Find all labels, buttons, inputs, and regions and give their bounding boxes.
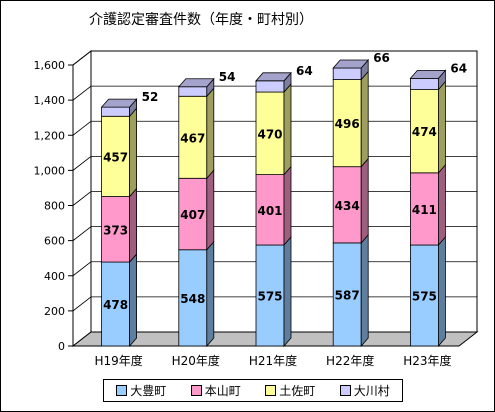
x-tick-label-4: H23年度: [403, 353, 451, 368]
legend-item-0: 大豊町: [116, 382, 166, 399]
y-tick-label: 1,400: [34, 94, 66, 107]
data-label-2-4: 474: [412, 125, 437, 139]
legend-swatch-3: [339, 385, 351, 396]
data-label-1-1: 407: [180, 208, 205, 222]
data-label-2-0: 457: [103, 150, 128, 164]
bar-top-0: [100, 98, 138, 108]
bar-side-2-0: [129, 107, 138, 198]
bar-side-0-0: [129, 252, 138, 348]
bar-1-0: [101, 196, 130, 263]
data-label-3-3: 66: [373, 51, 390, 65]
y-tick-label: 200: [44, 305, 65, 318]
data-label-2-1: 467: [180, 131, 205, 145]
bar-1-1: [178, 177, 208, 251]
gridline: [72, 50, 477, 66]
data-label-0-0: 478: [103, 298, 128, 312]
legend-swatch-2: [265, 385, 277, 396]
bar-side-2-4: [437, 80, 446, 174]
bar-side-2-2: [283, 82, 292, 176]
data-label-0-2: 575: [257, 290, 282, 304]
legend-label-3: 大川村: [353, 384, 390, 398]
data-label-3-0: 52: [142, 90, 159, 104]
chart-plot: 0 200 400 600 800 1,000 1,200 1,400 1,600 478 373 4…: [34, 49, 479, 368]
data-label-0-3: 587: [335, 288, 360, 302]
data-label-3-1: 54: [219, 70, 236, 84]
legend-label-2: 土佐町: [279, 384, 316, 398]
bar-side-2-1: [206, 87, 215, 180]
bar-side-0-4: [437, 235, 446, 348]
x-tick-label-2: H21年度: [249, 353, 297, 368]
y-tick-label: 600: [44, 235, 65, 248]
bar-3-2: [255, 80, 285, 93]
legend-swatch-1: [190, 385, 202, 396]
bar-top-2: [255, 72, 292, 82]
bar-top-4: [409, 69, 447, 79]
bar-2-2: [255, 91, 285, 175]
data-label-2-3: 496: [335, 117, 360, 131]
y-tick-label: 400: [44, 270, 65, 283]
y-tick-label: 1,600: [34, 59, 66, 72]
y-tick-label: 1,200: [34, 129, 66, 142]
bar-side-1-4: [437, 163, 446, 247]
bar-top-3: [332, 59, 370, 69]
data-label-0-4: 575: [412, 290, 437, 304]
bar-side-0-3: [360, 233, 369, 348]
bar-3-3: [332, 67, 362, 80]
data-label-1-3: 434: [335, 199, 360, 213]
data-label-1-0: 373: [103, 223, 128, 237]
bar-1-4: [409, 172, 439, 246]
legend-item-2: 土佐町: [265, 382, 315, 399]
bar-3-1: [178, 86, 208, 97]
bar-side-1-3: [360, 157, 369, 244]
bar-0-0: [101, 261, 130, 347]
y-tick-label: 800: [44, 200, 65, 213]
bar-side-1-0: [129, 187, 138, 264]
bar-0-1: [178, 249, 208, 347]
data-label-0-1: 548: [180, 292, 205, 306]
data-label-2-2: 470: [257, 127, 282, 141]
bar-side-1-2: [283, 165, 292, 247]
x-tick-label-3: H22年度: [326, 353, 374, 368]
bar-2-0: [101, 115, 130, 197]
bar-top-1: [177, 78, 215, 88]
chart-legend: 大豊町 本山町 土佐町 大川村: [103, 379, 403, 402]
x-tick-label-0: H19年度: [94, 353, 142, 368]
x-tick-label-1: H20年度: [172, 353, 220, 368]
data-label-3-2: 64: [296, 64, 313, 78]
bar-3-4: [409, 77, 439, 90]
y-tick-label: 1,000: [34, 164, 66, 177]
bar-side-2-3: [360, 70, 369, 168]
y-tick-label: 0: [58, 340, 65, 353]
legend-label-1: 本山町: [204, 384, 241, 398]
data-label-3-4: 64: [450, 61, 467, 75]
bar-2-3: [332, 79, 362, 168]
legend-label-0: 大豊町: [130, 384, 167, 398]
bar-3-0: [101, 106, 130, 117]
data-label-1-2: 401: [257, 204, 282, 218]
bar-side-0-1: [206, 240, 215, 348]
data-label-1-4: 411: [412, 203, 437, 217]
bar-side-0-2: [283, 235, 292, 348]
legend-item-3: 大川村: [339, 382, 390, 399]
chart-title: 介護認定審査件数（年度・町村別）: [89, 12, 313, 28]
bar-side-1-1: [206, 169, 215, 251]
legend-item-1: 本山町: [190, 382, 241, 399]
legend-swatch-0: [116, 385, 128, 396]
bar-0-2: [255, 244, 285, 347]
